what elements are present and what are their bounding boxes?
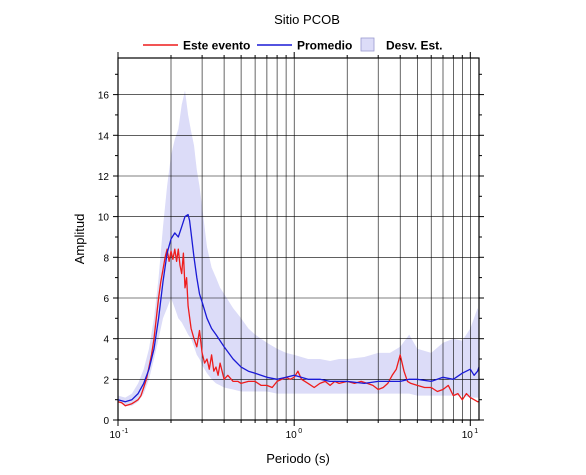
y-tick-label: 6 [103, 294, 109, 305]
y-tick-label: 4 [103, 335, 109, 346]
series-layer [117, 213, 480, 407]
x-tick-label: 10 [109, 430, 121, 441]
x-tick-label-exponent: 1 [474, 428, 478, 435]
legend-swatch-desv-est [360, 37, 375, 52]
plot-area [117, 57, 480, 421]
chart-title: Sitio PCOB [274, 12, 340, 27]
std-dev-band [118, 90, 479, 406]
x-tick-label-exponent: 0 [298, 428, 302, 435]
y-tick-label: 0 [103, 416, 109, 427]
x-tick-label: 10 [462, 430, 474, 441]
y-tick-label: 14 [98, 131, 110, 142]
y-tick-label: 12 [98, 172, 110, 183]
legend-label-este-evento: Este evento [183, 39, 250, 53]
x-axis: 10 -1 10 0 10 1 [109, 52, 478, 441]
y-tick-label: 16 [98, 91, 110, 102]
frame-layer [117, 57, 480, 421]
series-line-promedio [117, 213, 480, 403]
x-axis-label: Periodo (s) [266, 451, 330, 466]
x-tick-label-exponent: -1 [122, 428, 128, 435]
std-band-layer [118, 90, 479, 406]
y-axis: 0 2 4 6 8 10 12 14 16 [98, 73, 484, 427]
legend: Este evento Promedio Desv. Est. [143, 37, 442, 53]
y-tick-label: 2 [103, 375, 109, 386]
legend-label-desv-est: Desv. Est. [386, 39, 442, 53]
y-tick-label: 8 [103, 253, 109, 264]
legend-label-promedio: Promedio [297, 39, 352, 53]
y-tick-label: 10 [98, 213, 110, 224]
series-line-este-evento [117, 248, 479, 407]
y-axis-label: Amplitud [72, 214, 87, 265]
x-tick-label: 10 [286, 430, 298, 441]
plot-frame [117, 57, 480, 421]
